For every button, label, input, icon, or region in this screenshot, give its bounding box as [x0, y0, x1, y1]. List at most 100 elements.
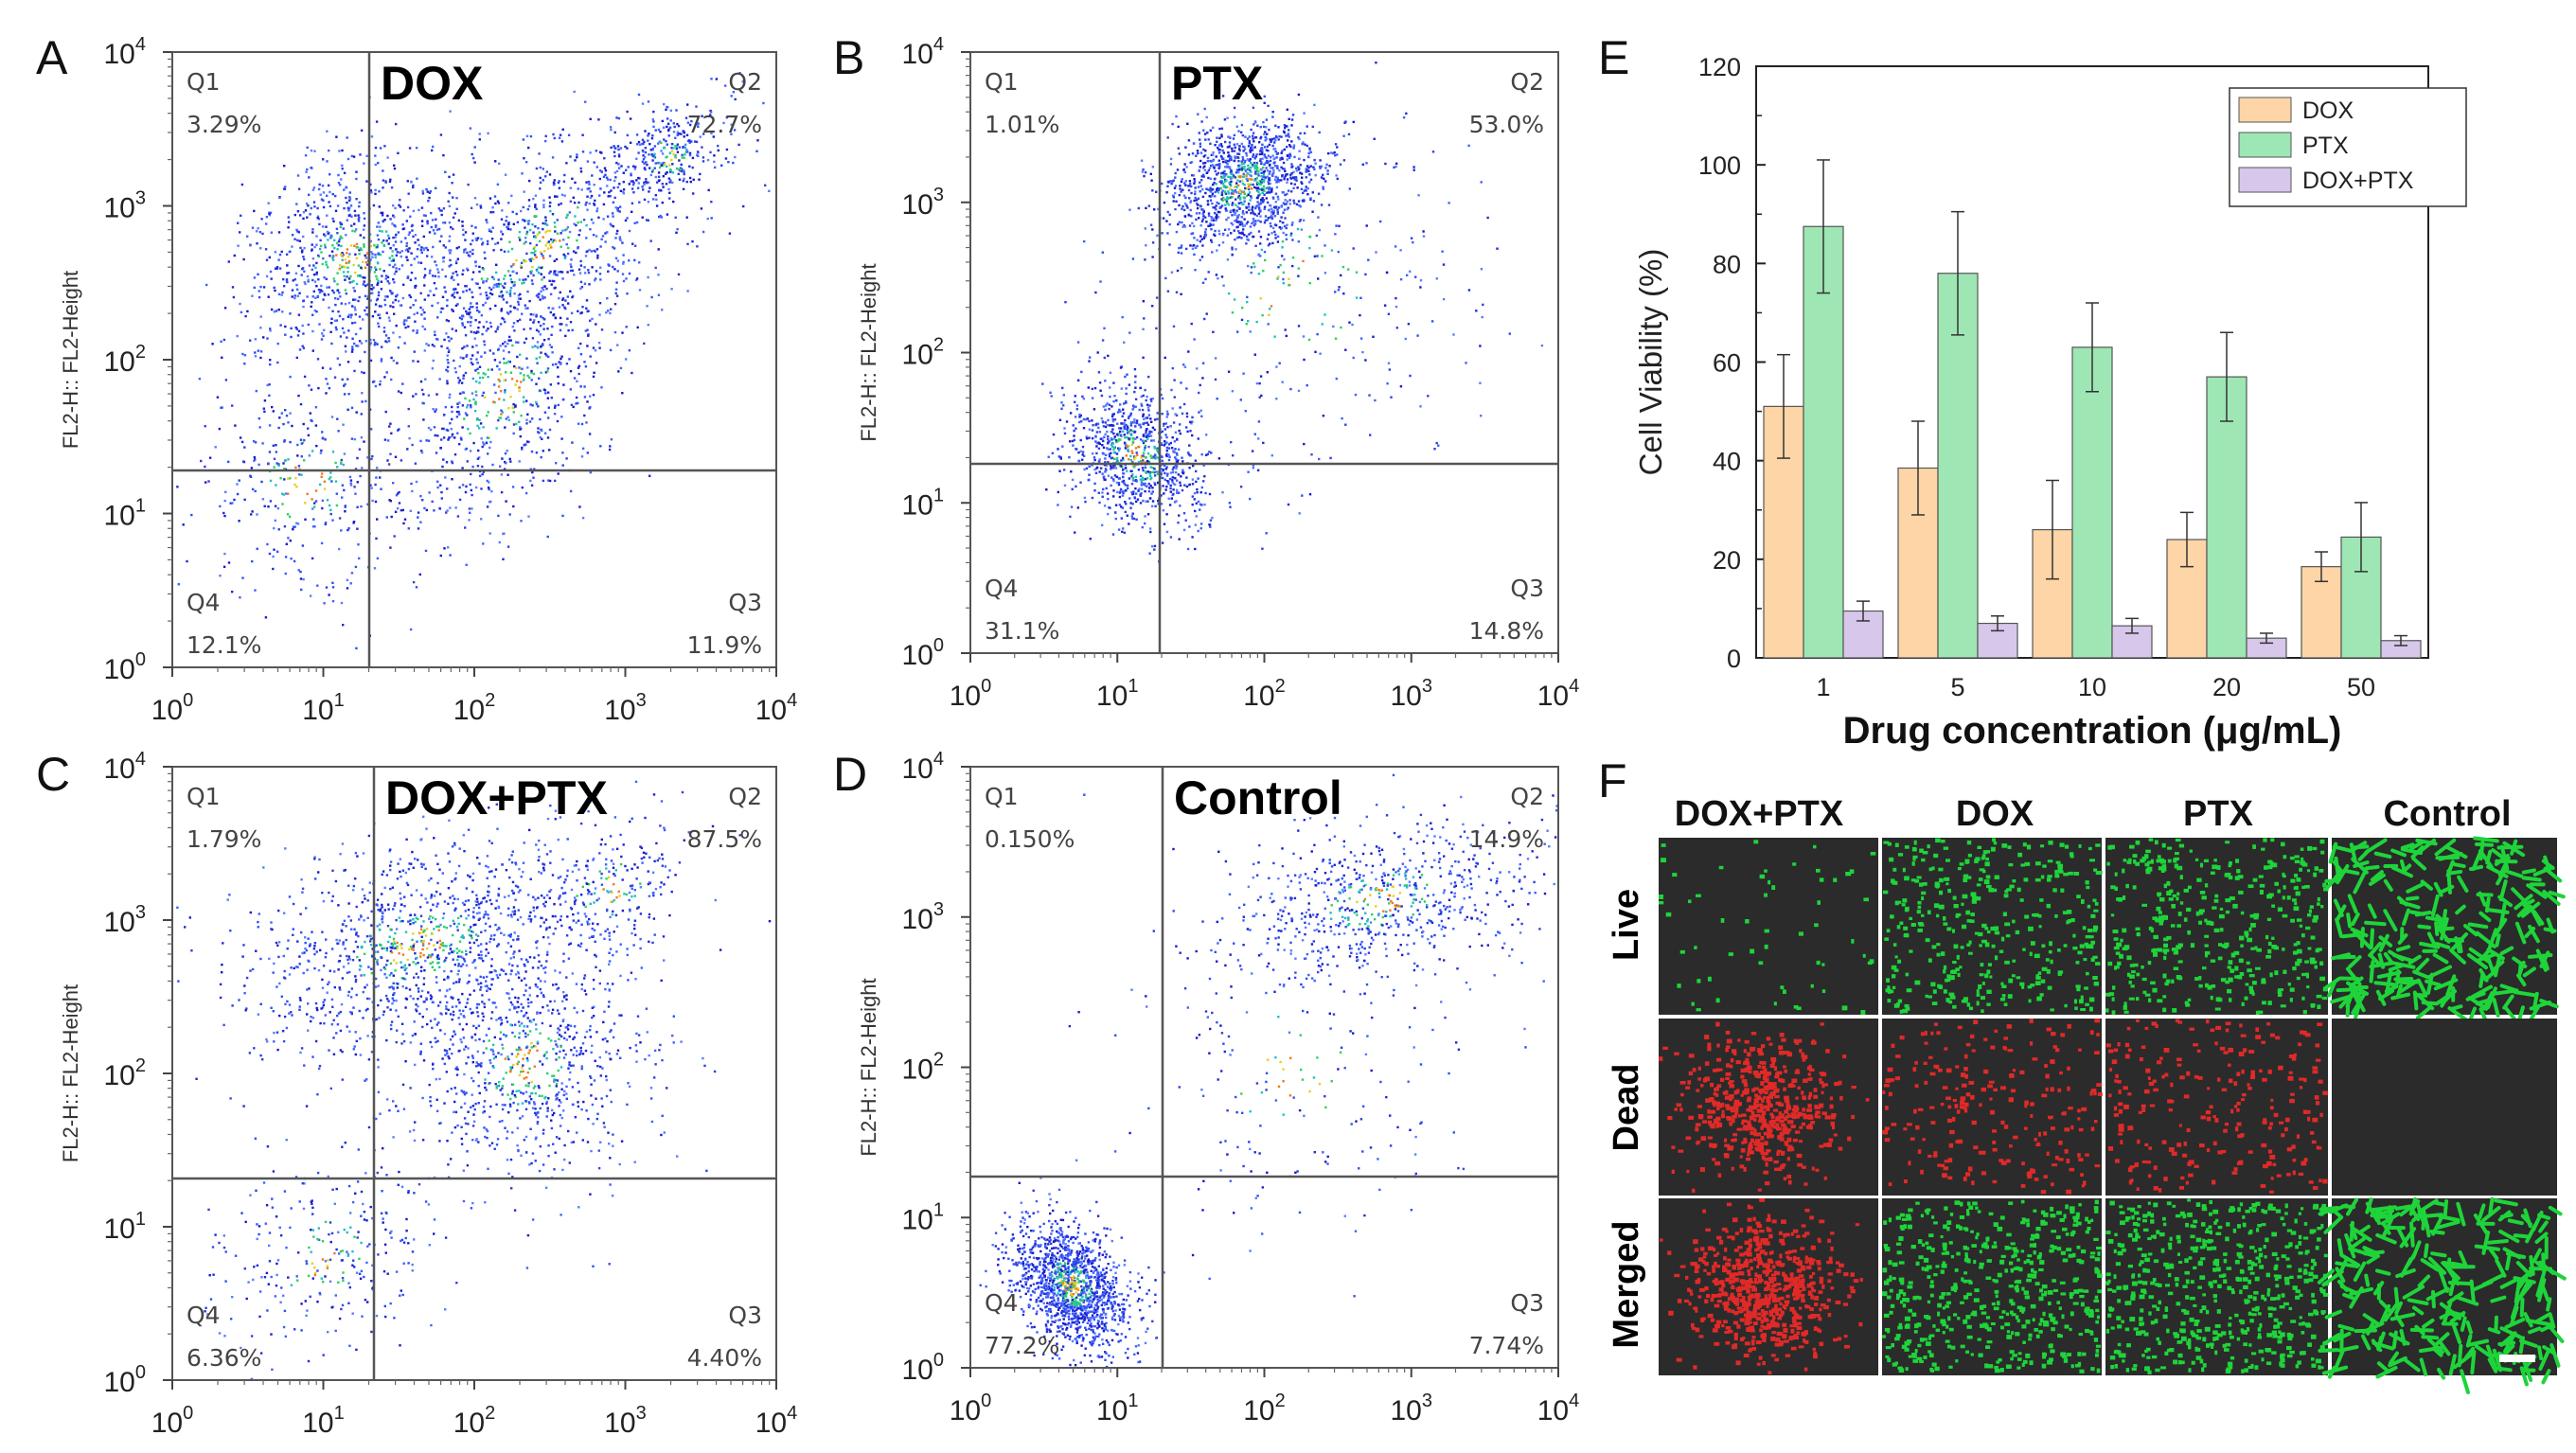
- scatter-point: [534, 345, 537, 347]
- scatter-point: [242, 460, 245, 463]
- scatter-point: [1166, 210, 1169, 214]
- scatter-point: [1188, 180, 1192, 183]
- scatter-point: [357, 214, 360, 217]
- scatter-point: [647, 181, 650, 184]
- scatter-point: [1205, 171, 1208, 174]
- scatter-point: [410, 181, 413, 184]
- scatter-point: [1201, 187, 1204, 191]
- scatter-point: [1258, 193, 1262, 196]
- scatter-point: [458, 413, 461, 416]
- scatter-point: [701, 146, 703, 149]
- scatter-point: [435, 218, 437, 221]
- scatter-point: [523, 400, 525, 403]
- scatter-point: [1122, 491, 1125, 495]
- scatter-point: [486, 221, 489, 224]
- scatter-point: [1177, 458, 1180, 462]
- scatter-point: [560, 416, 563, 418]
- scatter-point: [1253, 213, 1256, 216]
- scatter-point: [417, 261, 420, 264]
- scatter-point: [451, 410, 453, 414]
- scatter-point: [1144, 522, 1146, 525]
- scatter-point: [455, 247, 458, 250]
- scatter-point: [1262, 187, 1265, 190]
- scatter-point: [360, 413, 363, 416]
- scatter-point: [416, 311, 418, 314]
- scatter-point: [1245, 174, 1248, 177]
- scatter-point: [353, 369, 356, 373]
- scatter-point: [316, 294, 320, 298]
- scatter-point: [1303, 132, 1306, 134]
- scatter-point: [437, 207, 440, 210]
- scatter-point: [375, 537, 378, 540]
- scatter-point: [1216, 140, 1218, 143]
- scatter-point: [571, 441, 574, 444]
- scatter-point: [507, 418, 510, 421]
- scatter-point: [1161, 397, 1164, 400]
- scatter-point: [575, 402, 577, 405]
- scatter-point: [204, 465, 206, 469]
- scatter-point: [1262, 125, 1266, 129]
- scatter-point: [370, 135, 374, 138]
- scatter-point: [595, 362, 598, 364]
- scatter-point: [568, 211, 572, 214]
- scatter-point: [1267, 104, 1270, 108]
- scatter-point: [688, 141, 691, 144]
- scatter-point: [1258, 202, 1261, 205]
- scatter-point: [755, 150, 758, 152]
- scatter-point: [1069, 440, 1072, 443]
- scatter-point: [344, 345, 347, 347]
- scatter-point: [1257, 206, 1261, 209]
- scatter-point: [1111, 478, 1115, 481]
- scatter-point: [1237, 168, 1241, 171]
- scatter-point: [1136, 453, 1139, 456]
- scatter-point: [1269, 242, 1271, 245]
- scatter-point: [311, 295, 314, 298]
- scatter-point: [539, 417, 542, 421]
- scatter-point: [393, 216, 396, 219]
- scatter-point: [1175, 115, 1178, 118]
- scatter-point: [1201, 244, 1204, 247]
- scatter-point: [710, 78, 713, 80]
- scatter-point: [355, 647, 358, 650]
- scatter-point: [413, 350, 416, 353]
- scatter-point: [1251, 208, 1253, 211]
- scatter-point: [1283, 131, 1286, 134]
- scatter-point: [496, 328, 499, 330]
- scatter-point: [352, 263, 355, 267]
- scatter-point: [269, 329, 272, 332]
- scatter-point: [322, 298, 325, 301]
- scatter-point: [1143, 417, 1146, 420]
- scatter-point: [1116, 459, 1119, 463]
- scatter-point: [1214, 211, 1217, 215]
- scatter-point: [1200, 120, 1203, 123]
- scatter-point: [1141, 170, 1145, 173]
- scatter-point: [1193, 180, 1197, 183]
- scatter-point: [557, 381, 560, 385]
- scatter-point: [1273, 137, 1276, 140]
- scatter-point: [504, 391, 506, 394]
- scatter-point: [464, 248, 467, 251]
- scatter-point: [1208, 451, 1211, 453]
- scatter-point: [407, 192, 410, 195]
- scatter-point: [1300, 187, 1304, 190]
- scatter-point: [543, 250, 546, 253]
- scatter-point: [350, 154, 353, 158]
- scatter-point: [381, 241, 383, 244]
- scatter-point: [342, 254, 345, 257]
- scatter-point: [511, 325, 514, 328]
- scatter-point: [1214, 206, 1217, 209]
- scatter-point: [420, 451, 424, 454]
- scatter-point: [598, 313, 601, 316]
- scatter-point: [384, 181, 387, 184]
- scatter-point: [1167, 497, 1170, 500]
- scatter-point: [1250, 162, 1252, 165]
- scatter-point: [521, 219, 524, 221]
- scatter-point: [1287, 133, 1289, 135]
- scatter-point: [587, 334, 590, 337]
- scatter-point: [1329, 151, 1333, 154]
- scatter-point: [470, 302, 472, 305]
- scatter-point: [1178, 429, 1181, 433]
- scatter-point: [347, 527, 350, 530]
- scatter-point: [512, 403, 515, 406]
- scatter-point: [578, 505, 581, 508]
